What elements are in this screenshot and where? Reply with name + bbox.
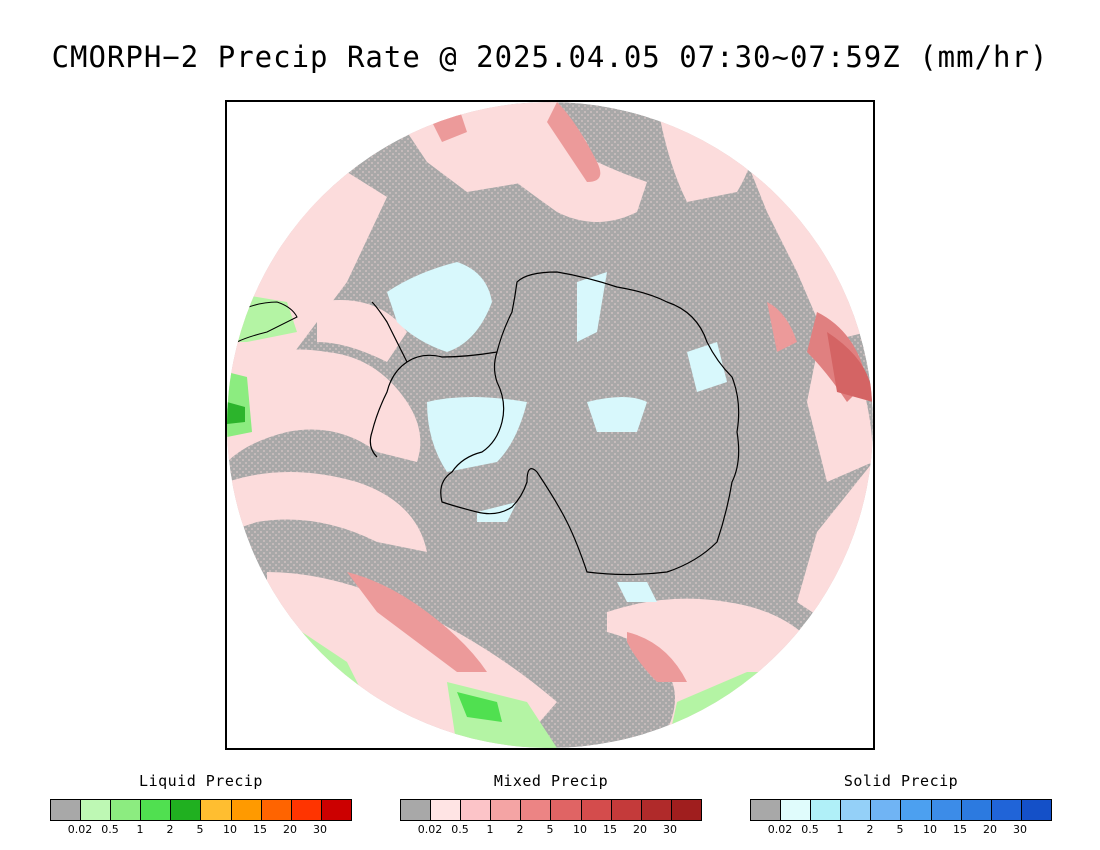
color-swatch [841,800,872,820]
tick-label: 10 [923,823,937,836]
color-bar [750,799,1052,821]
tick-label: 15 [253,823,267,836]
tick-label: 0.5 [101,823,119,836]
color-swatch [931,800,962,820]
tick-label: 10 [573,823,587,836]
polar-map-frame [225,100,875,750]
tick-label: 5 [196,823,204,836]
tick-labels: 0.02 0.5 1 2 5 10 15 20 30 [50,823,352,839]
tick-label: 2 [866,823,874,836]
color-swatch [201,800,232,820]
tick-label: 1 [836,823,844,836]
tick-label: 30 [1013,823,1027,836]
mixed-precip-heavy-areas [347,102,873,682]
tick-label: 0.02 [67,823,93,836]
color-swatch [811,800,842,820]
color-swatch [321,800,351,820]
speckle-texture [227,102,873,748]
color-swatch [581,800,612,820]
tick-label: 0.02 [417,823,443,836]
tick-label: 30 [663,823,677,836]
tick-label: 15 [953,823,967,836]
color-swatch [671,800,701,820]
color-swatch [961,800,992,820]
legend-title: Solid Precip [843,772,959,790]
tick-label: 20 [283,823,297,836]
color-swatch [431,800,462,820]
color-swatch [81,800,112,820]
color-swatch [781,800,812,820]
tick-label: 2 [166,823,174,836]
tick-label: 0.5 [801,823,819,836]
tick-labels: 0.02 0.5 1 2 5 10 15 20 30 [400,823,702,839]
color-swatch [51,800,82,820]
color-swatch [141,800,172,820]
tick-label: 2 [516,823,524,836]
color-swatch [461,800,492,820]
color-swatch [751,800,782,820]
tick-label: 20 [983,823,997,836]
color-bar [50,799,352,821]
tick-label: 0.5 [451,823,469,836]
color-swatch [871,800,902,820]
color-swatch [171,800,202,820]
map-title: CMORPH−2 Precip Rate @ 2025.04.05 07:30~… [51,40,1049,74]
antarctic-peninsula-coastline [369,301,498,458]
legend-title: Liquid Precip [139,772,263,790]
tick-label: 5 [896,823,904,836]
legend-title: Mixed Precip [493,772,609,790]
tick-label: 30 [313,823,327,836]
legend-mixed: Mixed Precip 0.02 0.5 1 2 5 10 15 20 30 [400,772,702,839]
color-swatch [991,800,1022,820]
color-swatch [551,800,582,820]
color-swatch [491,800,522,820]
antarctica-coastline [440,271,740,576]
color-swatch [401,800,432,820]
tick-label: 20 [633,823,647,836]
solid-precip-areas [387,262,727,602]
south-america-coastline [236,301,298,343]
tick-label: 1 [136,823,144,836]
color-swatch [901,800,932,820]
tick-label: 10 [223,823,237,836]
color-swatch [611,800,642,820]
color-swatch [641,800,672,820]
precip-map [227,102,873,748]
color-swatch [261,800,292,820]
tick-labels: 0.02 0.5 1 2 5 10 15 20 30 [750,823,1052,839]
tick-label: 1 [486,823,494,836]
tick-label: 5 [546,823,554,836]
tick-label: 0.02 [767,823,793,836]
color-swatch [521,800,552,820]
tick-label: 15 [603,823,617,836]
color-swatch [231,800,262,820]
color-bar [400,799,702,821]
color-swatch [1021,800,1051,820]
legend-liquid: Liquid Precip 0.02 0.5 1 2 5 10 15 20 30 [50,772,352,839]
color-swatch [291,800,322,820]
legend-solid: Solid Precip 0.02 0.5 1 2 5 10 15 20 30 [750,772,1052,839]
color-swatch [111,800,142,820]
